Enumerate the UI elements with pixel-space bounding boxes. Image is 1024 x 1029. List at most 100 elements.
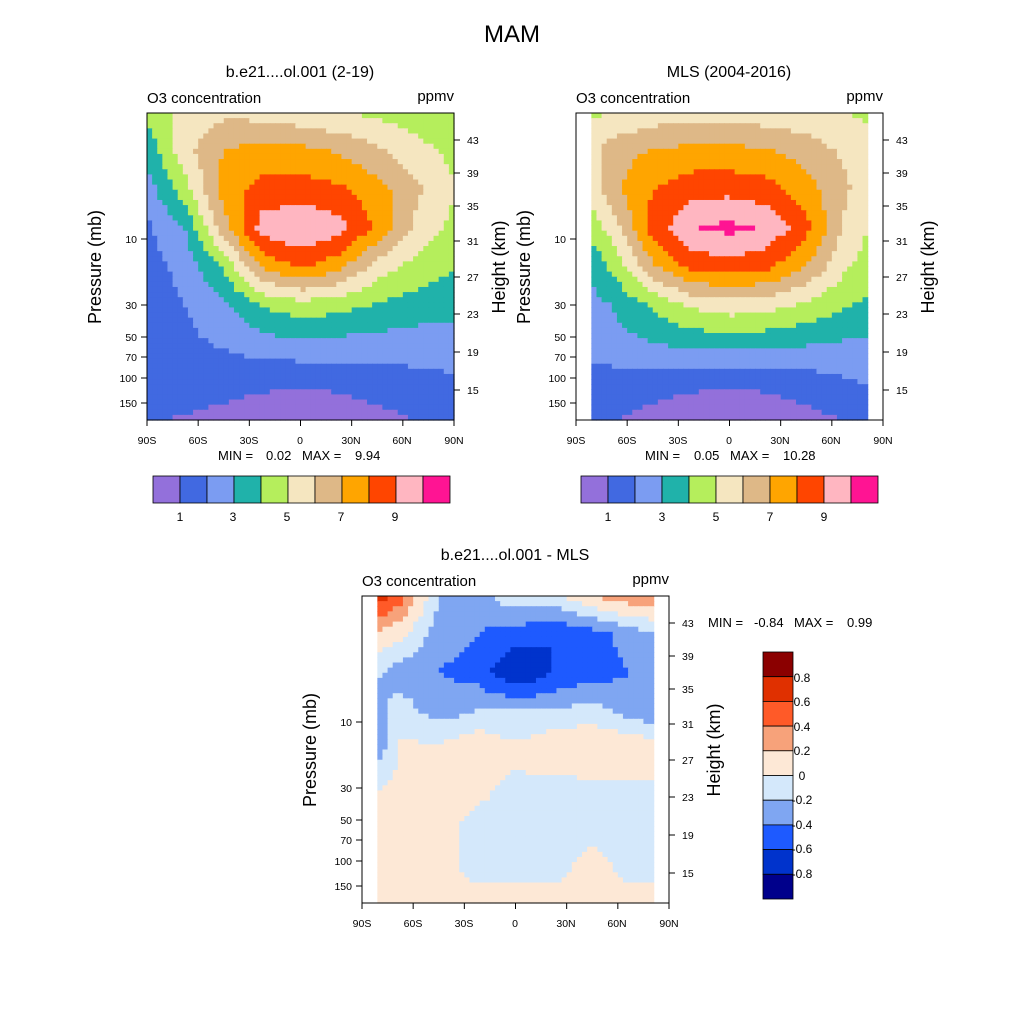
contour-cell — [382, 190, 388, 196]
contour-cell — [357, 236, 363, 242]
contour-cell — [219, 323, 225, 329]
contour-cell — [398, 205, 404, 211]
contour-cell — [208, 154, 214, 160]
contour-cell — [408, 118, 414, 124]
contour-cell — [306, 180, 312, 186]
contour-cell — [403, 261, 409, 267]
contour-cell — [341, 220, 347, 226]
contour-cell — [214, 139, 220, 145]
contour-cell — [770, 195, 776, 201]
contour-cell — [321, 251, 327, 257]
contour-cell — [219, 241, 225, 247]
contour-cell — [387, 149, 393, 155]
contour-cell — [157, 144, 163, 150]
contour-cell — [423, 333, 429, 339]
contour-cell — [280, 113, 286, 119]
contour-cell — [403, 251, 409, 257]
contour-cell — [428, 359, 434, 365]
contour-cell — [173, 123, 179, 129]
contour-cell — [622, 174, 628, 180]
contour-cell — [203, 169, 209, 175]
contour-cell — [658, 174, 664, 180]
contour-cell — [714, 133, 720, 139]
contour-cell — [321, 190, 327, 196]
contour-cell — [152, 231, 158, 237]
contour-cell — [434, 272, 440, 278]
contour-cell — [423, 128, 429, 134]
contour-cell — [393, 144, 399, 150]
contour-cell — [439, 323, 445, 329]
contour-cell — [719, 144, 725, 150]
contour-cell — [224, 226, 230, 232]
contour-cell — [408, 394, 414, 400]
contour-cell — [704, 205, 710, 211]
contour-cell — [208, 333, 214, 339]
contour-cell — [157, 128, 163, 134]
contour-cell — [372, 302, 378, 308]
contour-cell — [167, 149, 173, 155]
contour-cell — [306, 333, 312, 339]
contour-cell — [193, 287, 199, 293]
contour-cell — [260, 318, 266, 324]
contour-cell — [295, 277, 301, 283]
contour-cell — [418, 231, 424, 237]
contour-cell — [306, 410, 312, 416]
contour-cell — [311, 231, 317, 237]
contour-cell — [622, 169, 628, 175]
contour-cell — [229, 384, 235, 390]
contour-cell — [270, 384, 276, 390]
contour-cell — [219, 164, 225, 170]
contour-cell — [208, 215, 214, 221]
contour-cell — [357, 154, 363, 160]
contour-cell — [781, 149, 787, 155]
contour-cell — [178, 236, 184, 242]
contour-cell — [173, 174, 179, 180]
contour-cell — [704, 149, 710, 155]
contour-cell — [157, 256, 163, 262]
contour-cell — [730, 123, 736, 129]
contour-cell — [280, 144, 286, 150]
contour-cell — [811, 144, 817, 150]
contour-cell — [387, 133, 393, 139]
contour-cell — [147, 220, 153, 226]
contour-cell — [827, 123, 833, 129]
contour-cell — [367, 394, 373, 400]
contour-cell — [837, 205, 843, 211]
contour-cell — [219, 318, 225, 324]
contour-cell — [719, 133, 725, 139]
contour-cell — [336, 292, 342, 298]
contour-cell — [444, 374, 450, 380]
contour-cell — [321, 353, 327, 359]
contour-cell — [418, 195, 424, 201]
contour-cell — [612, 128, 618, 134]
contour-cell — [367, 328, 373, 334]
contour-cell — [648, 210, 654, 216]
contour-cell — [699, 144, 705, 150]
contour-cell — [730, 118, 736, 124]
contour-cell — [224, 139, 230, 145]
contour-cell — [249, 236, 255, 242]
contour-cell — [203, 348, 209, 354]
contour-cell — [423, 200, 429, 206]
contour-cell — [280, 154, 286, 160]
contour-cell — [321, 139, 327, 145]
contour-cell — [229, 123, 235, 129]
contour-cell — [336, 333, 342, 339]
contour-cell — [280, 159, 286, 165]
contour-cell — [244, 379, 250, 385]
contour-cell — [198, 272, 204, 278]
contour-cell — [219, 174, 225, 180]
contour-cell — [617, 174, 623, 180]
contour-cell — [398, 133, 404, 139]
contour-cell — [428, 128, 434, 134]
contour-cell — [244, 369, 250, 375]
contour-cell — [224, 323, 230, 329]
contour-cell — [239, 338, 245, 344]
contour-cell — [208, 297, 214, 303]
contour-cell — [167, 313, 173, 319]
contour-cell — [352, 113, 358, 119]
contour-cell — [188, 195, 194, 201]
contour-cell — [321, 174, 327, 180]
contour-cell — [167, 154, 173, 160]
contour-cell — [382, 297, 388, 303]
